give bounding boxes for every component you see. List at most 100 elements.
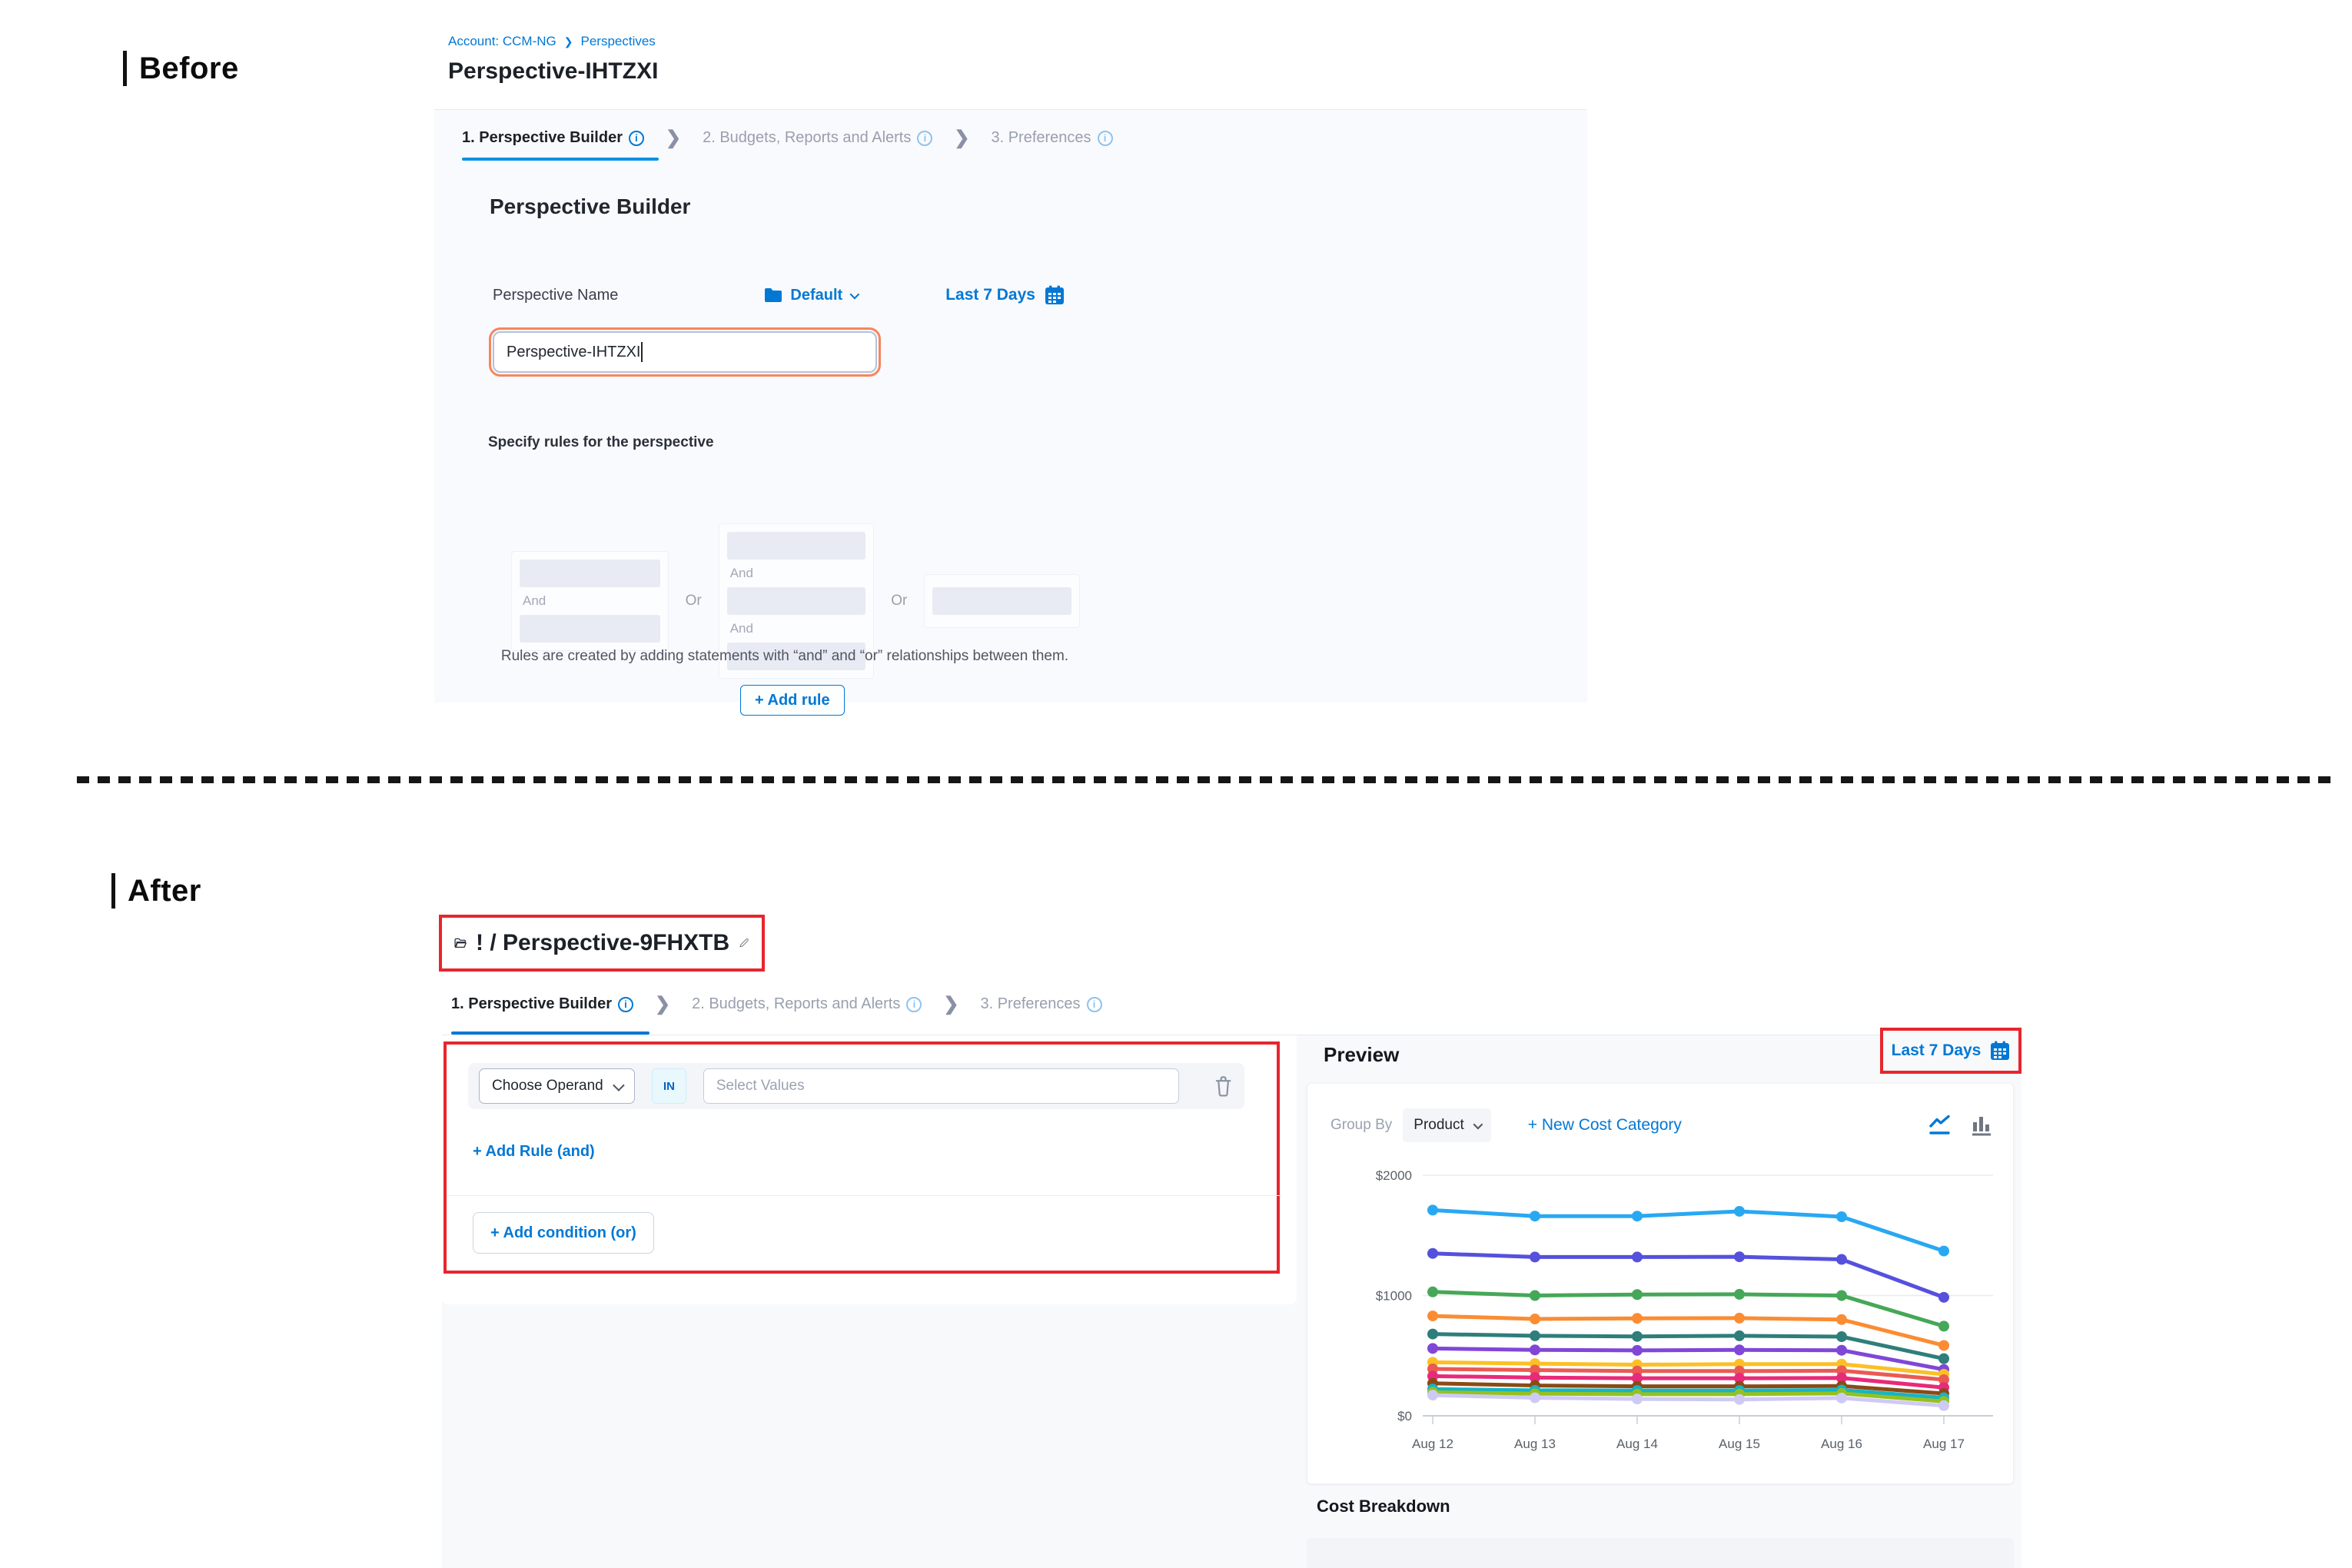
annotation-title-box: ! / Perspective-9FHXTB	[439, 915, 765, 972]
operand-select[interactable]: Choose Operand	[479, 1068, 636, 1104]
skeleton-bar	[726, 532, 866, 560]
chevron-down-icon	[1473, 1119, 1483, 1129]
tab-label: 2. Budgets, Reports and Alerts	[692, 995, 901, 1012]
tab-label: 3. Preferences	[980, 995, 1081, 1012]
calendar-icon[interactable]	[1990, 1041, 2010, 1061]
trash-icon[interactable]	[1213, 1074, 1234, 1098]
preview-line-chart[interactable]: $0 $1000 $2000 Aug 12 Aug 13 Aug 14 Aug 15 Aug …	[1307, 1158, 2015, 1480]
skeleton-bar	[520, 560, 660, 587]
folder-select[interactable]: Default	[764, 286, 860, 304]
bar-chart-icon[interactable]	[1972, 1115, 1992, 1136]
breadcrumb-account-link[interactable]: Account: CCM-NG	[448, 34, 556, 48]
breadcrumb-separator: ❯	[563, 35, 573, 48]
info-icon[interactable]	[917, 130, 933, 146]
date-range-picker[interactable]: Last 7 Days	[945, 285, 1065, 305]
text-cursor	[641, 342, 643, 362]
wizard-tabbar: 1. Perspective Builder 2. Budgets, Repor…	[434, 110, 1587, 149]
skeleton-bar	[726, 587, 866, 615]
before-section-label: Before	[123, 51, 239, 86]
builder-form-row: Perspective Name Default Last 7 Days	[493, 285, 1077, 305]
rules-section-label: Specify rules for the perspective	[488, 434, 714, 450]
group-by-label: Group By	[1330, 1117, 1393, 1133]
chevron-right-icon	[943, 993, 958, 1015]
perspective-name-value: Perspective-IHTZXI	[507, 343, 641, 360]
rules-skeleton-illustration: And Or And And Or	[511, 523, 1080, 679]
before-panel-body: 1. Perspective Builder 2. Budgets, Repor…	[434, 109, 1587, 716]
folder-icon	[765, 288, 782, 302]
before-after-divider	[77, 776, 2333, 783]
select-values-input[interactable]	[703, 1068, 1179, 1104]
page-title: ! / Perspective-9FHXTB	[476, 930, 730, 955]
chevron-right-icon	[954, 127, 969, 149]
skeleton-bar	[520, 615, 660, 643]
before-screenshot-panel: Account: CCM-NG ❯ Perspectives Perspecti…	[434, 22, 1587, 716]
folder-select-value: Default	[790, 286, 843, 304]
skeleton-rule-card: And And	[718, 523, 875, 679]
skeleton-bar	[726, 643, 866, 670]
line-chart-icon[interactable]	[1928, 1115, 1952, 1136]
operand-select-value: Choose Operand	[492, 1078, 603, 1094]
tab-budgets-reports-alerts[interactable]: 2. Budgets, Reports and Alerts	[703, 129, 933, 147]
svg-text:Aug 13: Aug 13	[1514, 1437, 1556, 1451]
new-cost-category-link[interactable]: + New Cost Category	[1527, 1116, 1682, 1134]
svg-text:Aug 12: Aug 12	[1412, 1437, 1453, 1451]
annotation-daterange-box: Last 7 Days	[1880, 1028, 2021, 1074]
edit-pencil-icon[interactable]	[739, 933, 749, 953]
wizard-tabbar: 1. Perspective Builder 2. Budgets, Repor…	[451, 993, 1102, 1015]
info-icon[interactable]	[628, 130, 644, 146]
tab-label: 1. Perspective Builder	[451, 995, 612, 1012]
svg-text:Aug 16: Aug 16	[1821, 1437, 1862, 1451]
builder-heading: Perspective Builder	[490, 194, 691, 218]
after-label-text: After	[128, 873, 201, 908]
annotation-rules-box: Choose Operand IN + Add Rule (and) + Add…	[443, 1041, 1281, 1274]
svg-text:$0: $0	[1397, 1409, 1412, 1423]
add-condition-or-button[interactable]: + Add condition (or)	[473, 1212, 654, 1254]
builder-divider	[447, 1195, 1281, 1196]
or-label: Or	[685, 593, 702, 609]
chart-type-toggles	[1928, 1115, 1992, 1136]
svg-text:Aug 17: Aug 17	[1923, 1437, 1965, 1451]
date-range-label: Last 7 Days	[945, 286, 1035, 304]
group-by-value: Product	[1414, 1117, 1464, 1133]
tab-perspective-builder[interactable]: 1. Perspective Builder	[451, 995, 633, 1013]
rules-help-text: Rules are created by adding statements w…	[500, 648, 1069, 664]
after-screenshot-panel: ! / Perspective-9FHXTB 1. Perspective Bu…	[439, 912, 2021, 1568]
rule-row: Choose Operand IN	[468, 1063, 1244, 1109]
tab-label: 1. Perspective Builder	[462, 129, 623, 146]
after-section-label: After	[111, 873, 201, 909]
svg-text:$1000: $1000	[1376, 1289, 1412, 1304]
or-label: Or	[891, 593, 908, 609]
preview-chart-card: Group By Product + New Cost Category $0 $…	[1307, 1083, 2014, 1484]
label-bar	[111, 873, 115, 909]
before-label-text: Before	[139, 51, 239, 85]
cost-breakdown-heading: Cost Breakdown	[1317, 1497, 1450, 1516]
date-range-label[interactable]: Last 7 Days	[1891, 1041, 1982, 1059]
after-panel-body: Choose Operand IN + Add Rule (and) + Add…	[442, 1028, 2021, 1568]
skeleton-rule-card: And	[511, 551, 669, 651]
page-title: Perspective-IHTZXI	[448, 58, 659, 84]
tab-preferences[interactable]: 3. Preferences	[980, 995, 1102, 1013]
info-icon[interactable]	[617, 996, 633, 1012]
tab-perspective-builder[interactable]: 1. Perspective Builder	[462, 129, 644, 147]
tab-budgets-reports-alerts[interactable]: 2. Budgets, Reports and Alerts	[692, 995, 922, 1013]
chevron-down-icon	[613, 1078, 625, 1091]
breadcrumb-perspectives-link[interactable]: Perspectives	[580, 34, 656, 48]
add-rule-and-link[interactable]: + Add Rule (and)	[473, 1143, 595, 1160]
chevron-right-icon	[666, 127, 681, 149]
info-icon[interactable]	[1097, 130, 1113, 146]
svg-text:Aug 15: Aug 15	[1719, 1437, 1760, 1451]
tab-preferences[interactable]: 3. Preferences	[991, 129, 1113, 147]
group-by-select[interactable]: Product	[1403, 1108, 1491, 1142]
active-tab-underline	[451, 1031, 649, 1035]
and-label: And	[729, 621, 753, 636]
folder-icon	[454, 938, 467, 948]
perspective-name-input[interactable]: Perspective-IHTZXI	[489, 327, 881, 377]
breadcrumb: Account: CCM-NG ❯ Perspectives	[448, 34, 656, 49]
info-icon[interactable]	[1086, 996, 1102, 1012]
operator-badge[interactable]: IN	[652, 1068, 686, 1104]
info-icon[interactable]	[906, 996, 922, 1012]
chevron-right-icon	[655, 993, 670, 1015]
tab-label: 3. Preferences	[991, 129, 1091, 146]
add-rule-button[interactable]: + Add rule	[740, 685, 845, 716]
skeleton-rule-card	[924, 574, 1080, 628]
